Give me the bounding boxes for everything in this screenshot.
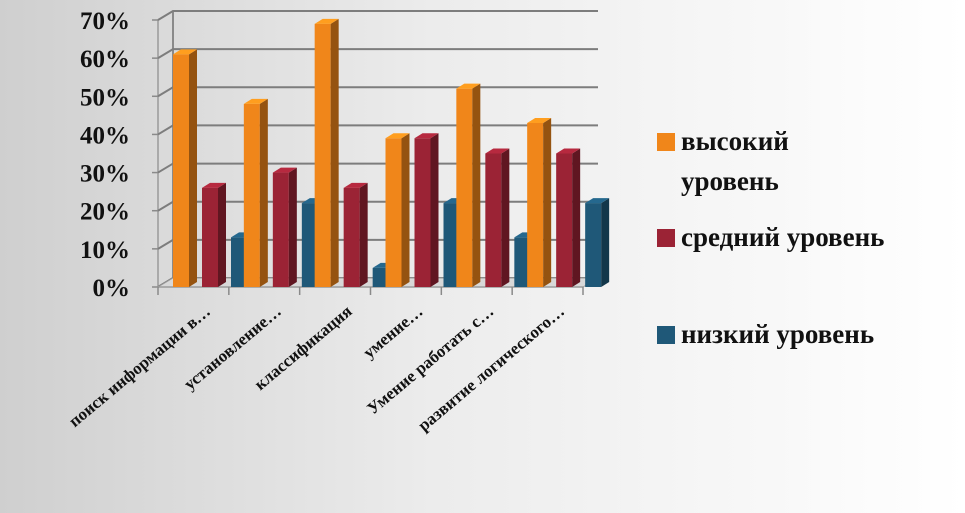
- bar: [343, 182, 368, 287]
- gridline: [157, 48, 598, 60]
- legend-label: средний уровень: [681, 222, 884, 252]
- bar: [585, 198, 610, 287]
- bar: [527, 117, 552, 287]
- y-tick-label: 70%: [80, 8, 130, 35]
- gridline: [157, 86, 598, 98]
- bar: [272, 167, 297, 287]
- y-tick-label: 10%: [80, 237, 130, 264]
- bar: [485, 148, 510, 287]
- legend-item: низкий уровень: [657, 319, 874, 349]
- x-category-label: умение…: [359, 302, 426, 363]
- y-tick-label: 0%: [93, 275, 131, 302]
- bar: [414, 133, 439, 287]
- bar: [385, 133, 410, 287]
- x-category-label: поиск информации в…: [65, 302, 214, 431]
- bar: [556, 148, 581, 287]
- legend: высокий уровень средний уровень низкий уров…: [657, 126, 884, 349]
- x-axis-categories: поиск информации в…установление…классифи…: [65, 302, 568, 435]
- x-category-label: Умение работать с…: [363, 302, 497, 419]
- bar: [243, 98, 268, 288]
- x-category-label: развитие логического…: [414, 302, 568, 435]
- y-tick-label: 50%: [80, 84, 130, 111]
- legend-item: средний уровень: [657, 222, 884, 252]
- y-axis-ticks: 0% 10% 20% 30% 40% 50% 60% 70%: [80, 8, 130, 302]
- bar: [202, 182, 226, 287]
- legend-label: низкий уровень: [681, 319, 874, 349]
- legend-label: уровень: [681, 166, 779, 196]
- legend-swatch: [657, 326, 675, 344]
- legend-swatch: [657, 229, 675, 247]
- y-tick-label: 40%: [80, 122, 130, 149]
- legend-label: высокий: [681, 126, 789, 156]
- bars: [173, 18, 610, 288]
- legend-item: высокий уровень: [657, 126, 789, 196]
- bar: [456, 83, 481, 288]
- y-tick-label: 60%: [80, 46, 130, 73]
- legend-swatch: [657, 133, 675, 151]
- bar: [173, 49, 197, 288]
- bar: [314, 18, 339, 288]
- gridline: [157, 10, 598, 21]
- y-tick-label: 20%: [80, 199, 130, 226]
- y-tick-label: 30%: [80, 161, 130, 188]
